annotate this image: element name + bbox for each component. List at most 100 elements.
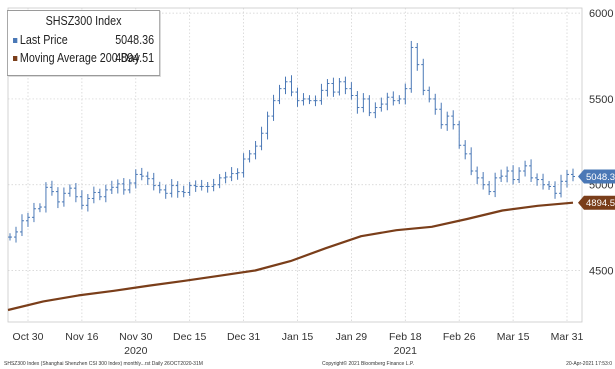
price-bar [355, 91, 360, 114]
price-bar [139, 167, 144, 181]
price-bar [397, 95, 402, 105]
last-value-tag-shape [578, 169, 615, 184]
price-bar [331, 77, 336, 97]
price-bar [265, 111, 270, 140]
price-bar [325, 79, 330, 97]
price-bar [163, 184, 168, 199]
x-year-label: 2021 [394, 345, 418, 357]
last-value-tag-label: 5048.36 [586, 172, 615, 183]
x-tick-label: Feb 18 [389, 331, 422, 343]
price-bar [25, 212, 30, 227]
price-bar [229, 167, 234, 182]
x-tick-label: Jan 15 [282, 331, 314, 343]
price-bar [133, 169, 138, 189]
price-bar [31, 202, 36, 223]
x-tick-label: Mar 31 [551, 331, 584, 343]
price-bar [253, 140, 258, 160]
price-bar [151, 172, 156, 191]
price-bar [361, 93, 366, 113]
price-bar [19, 214, 24, 237]
price-bar [247, 150, 252, 163]
price-bar [529, 159, 534, 182]
price-bar [49, 180, 54, 196]
x-tick-label: Oct 30 [13, 331, 44, 343]
legend-label-last-price: Last Price [19, 33, 68, 47]
price-bar [121, 178, 126, 195]
price-bar [193, 180, 198, 192]
plot-frame [7, 7, 583, 323]
price-bar [409, 40, 414, 93]
price-bar [307, 95, 312, 105]
moving-average-line [7, 201, 574, 312]
price-bar [8, 233, 12, 241]
price-bar [313, 95, 318, 107]
x-tick-label: Mar 15 [497, 331, 530, 343]
price-bar [343, 76, 348, 95]
price-bar [559, 174, 564, 198]
last-value-tag: 5048.36 [578, 169, 615, 184]
price-bar [511, 165, 516, 185]
price-bar [439, 102, 444, 129]
price-bar [61, 187, 66, 207]
x-axis: Oct 30 Nov 16 Nov 30 2020 Dec 15 Dec 31 Jan 15… [13, 331, 584, 357]
price-bar [517, 167, 522, 184]
legend-value-last-price: 5048.36 [115, 33, 155, 47]
price-bar [85, 193, 90, 212]
price-bar [319, 83, 324, 105]
price-bar [127, 179, 132, 194]
price-bar [199, 179, 204, 191]
price-bar [187, 181, 192, 196]
price-bar [295, 87, 300, 107]
legend-swatch-last-price [13, 38, 18, 44]
last-value-tag-label: 4894.51 [586, 198, 615, 209]
price-bar [235, 168, 240, 180]
price-bar [223, 171, 228, 184]
price-bar [403, 83, 408, 105]
price-bar [475, 166, 480, 185]
legend-item-moving-average: Moving Average 200 Day 4894.51 [13, 51, 154, 67]
x-tick-label: Nov 30 [119, 331, 152, 343]
legend-value-moving-average: 4894.51 [115, 51, 155, 65]
price-bar [421, 58, 426, 96]
price-bar [553, 181, 558, 199]
price-bar [433, 93, 438, 115]
last-price-series [8, 40, 575, 243]
price-bar [481, 172, 486, 190]
price-bar [271, 94, 276, 121]
price-bar [535, 173, 540, 186]
legend-label-moving-average: Moving Average 200 Day [19, 51, 140, 65]
price-bar [79, 190, 84, 210]
x-tick-label: Dec 15 [173, 331, 206, 343]
price-bar [565, 169, 570, 188]
price-bar [241, 153, 246, 178]
footer-source: SHSZ300 Index (Shanghai Shenzhen CSI 300… [4, 361, 203, 367]
legend-item-last-price: Last Price 5048.36 [13, 33, 154, 49]
price-bar [301, 93, 306, 106]
price-bar [55, 187, 60, 209]
price-bar [13, 226, 18, 243]
legend: SHSZ300 Index Last Price 5048.36 Moving … [7, 10, 161, 76]
price-bar [445, 111, 450, 131]
price-bar [145, 171, 150, 185]
price-bar [499, 169, 504, 182]
price-bar [571, 168, 575, 182]
chart-title: SHSZ300 Index [45, 14, 122, 28]
price-bar [289, 75, 294, 97]
price-bar [379, 97, 384, 112]
price-bar [415, 43, 420, 71]
price-bar [109, 180, 114, 194]
price-bar [43, 182, 48, 213]
price-bar [283, 76, 288, 95]
x-year-label: 2020 [124, 345, 148, 357]
price-bar [175, 181, 180, 198]
price-bar [277, 84, 282, 105]
footer-copyright: Copyright© 2021 Bloomberg Finance L.P. [322, 361, 414, 367]
price-bar [451, 110, 456, 130]
price-bar [367, 95, 372, 117]
price-bar [67, 184, 72, 197]
price-bar [493, 172, 498, 198]
price-bar [547, 180, 552, 190]
x-tick-label: Nov 16 [65, 331, 98, 343]
price-bar [205, 181, 210, 193]
